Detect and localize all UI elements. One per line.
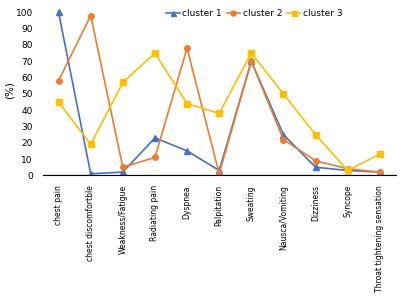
cluster 2 <box>88 14 93 17</box>
cluster 2 <box>56 79 61 83</box>
cluster 3 <box>217 112 222 115</box>
cluster 1 <box>313 165 318 169</box>
cluster 1 <box>377 170 382 174</box>
cluster 2 <box>345 167 350 170</box>
cluster 2 <box>249 59 254 63</box>
cluster 2 <box>152 156 157 159</box>
Line: cluster 1: cluster 1 <box>56 9 382 176</box>
cluster 3 <box>345 169 350 172</box>
cluster 1 <box>345 169 350 172</box>
cluster 3 <box>377 152 382 156</box>
cluster 1 <box>249 59 254 63</box>
cluster 2 <box>281 138 286 141</box>
Line: cluster 3: cluster 3 <box>56 50 382 173</box>
cluster 1 <box>88 172 93 176</box>
Y-axis label: (%): (%) <box>4 81 14 99</box>
cluster 3 <box>281 92 286 96</box>
cluster 2 <box>313 159 318 163</box>
cluster 1 <box>281 133 286 136</box>
cluster 3 <box>88 143 93 146</box>
cluster 3 <box>313 133 318 136</box>
cluster 1 <box>56 11 61 14</box>
cluster 2 <box>185 46 190 50</box>
cluster 2 <box>217 172 222 176</box>
cluster 1 <box>152 136 157 140</box>
cluster 3 <box>185 102 190 105</box>
cluster 3 <box>120 81 125 84</box>
cluster 2 <box>120 165 125 169</box>
Legend: cluster 1, cluster 2, cluster 3: cluster 1, cluster 2, cluster 3 <box>163 5 346 22</box>
cluster 1 <box>185 149 190 153</box>
cluster 3 <box>152 51 157 55</box>
cluster 2 <box>377 170 382 174</box>
cluster 1 <box>217 169 222 172</box>
cluster 3 <box>56 100 61 104</box>
Line: cluster 2: cluster 2 <box>56 13 382 176</box>
cluster 1 <box>120 170 125 174</box>
cluster 3 <box>249 51 254 55</box>
